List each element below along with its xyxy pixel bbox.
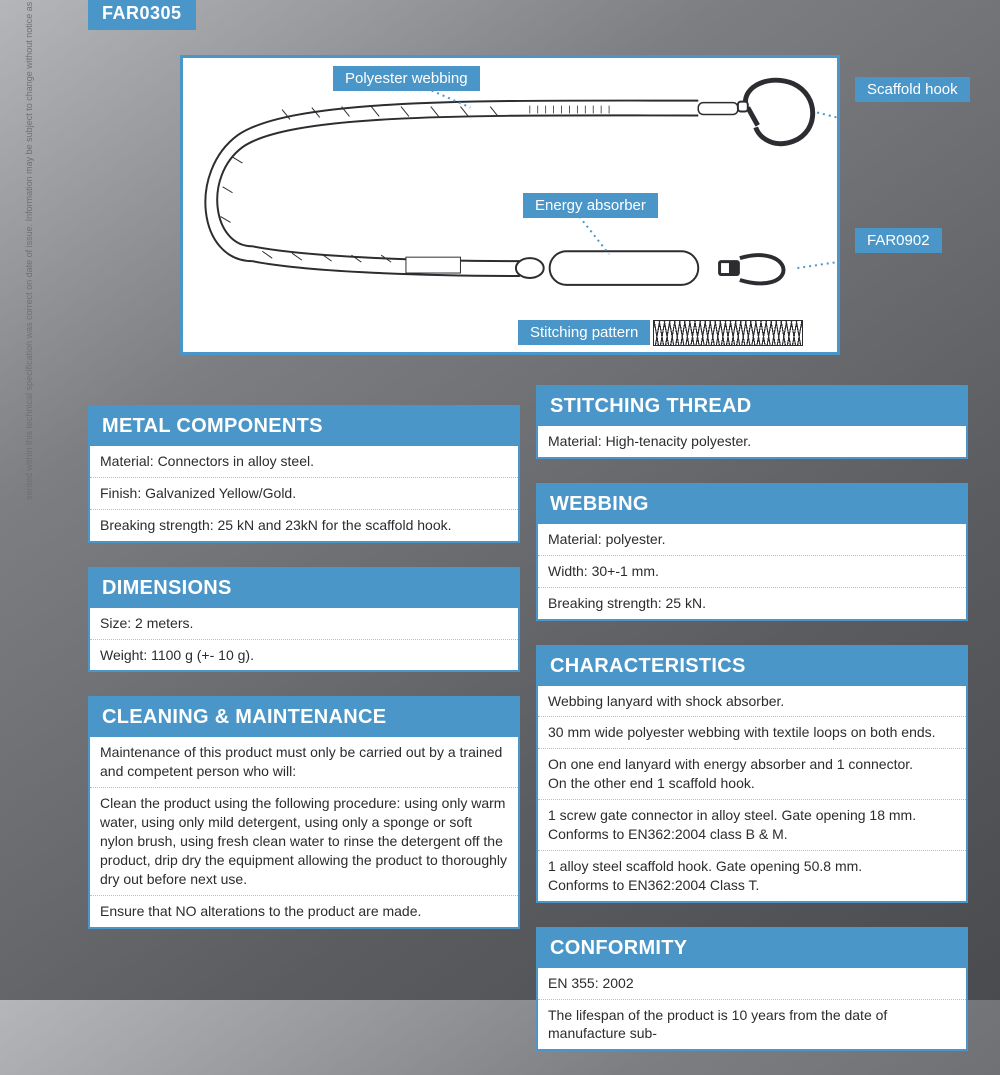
spec-row: Finish: Galvanized Yellow/Gold. bbox=[90, 477, 518, 509]
section-heading: CHARACTERISTICS bbox=[538, 647, 966, 686]
lanyard-drawing bbox=[183, 58, 837, 355]
spec-row: Maintenance of this product must only be… bbox=[90, 737, 518, 787]
spec-row: Weight: 1100 g (+- 10 g). bbox=[90, 639, 518, 671]
section-heading: STITCHING THREAD bbox=[538, 387, 966, 426]
spec-row: EN 355: 2002 bbox=[538, 968, 966, 999]
spec-row: Breaking strength: 25 kN and 23kN for th… bbox=[90, 509, 518, 541]
section-heading: WEBBING bbox=[538, 485, 966, 524]
spec-section: CHARACTERISTICSWebbing lanyard with shoc… bbox=[536, 645, 968, 903]
spec-row: 1 alloy steel scaffold hook. Gate openin… bbox=[538, 850, 966, 901]
spec-row: 1 screw gate connector in alloy steel. G… bbox=[538, 799, 966, 850]
section-heading: CONFORMITY bbox=[538, 929, 966, 968]
spec-row: Width: 30+-1 mm. bbox=[538, 555, 966, 587]
spec-section: DIMENSIONSSize: 2 meters.Weight: 1100 g … bbox=[88, 567, 520, 673]
spec-row: Size: 2 meters. bbox=[90, 608, 518, 639]
spec-row: Material: Connectors in alloy steel. bbox=[90, 446, 518, 477]
section-body: Size: 2 meters.Weight: 1100 g (+- 10 g). bbox=[90, 608, 518, 671]
right-column: STITCHING THREADMaterial: High-tenacity … bbox=[536, 385, 968, 1075]
spec-section: CLEANING & MAINTENANCEMaintenance of thi… bbox=[88, 696, 520, 928]
spec-section: METAL COMPONENTSMaterial: Connectors in … bbox=[88, 405, 520, 543]
section-body: Material: High-tenacity polyester. bbox=[538, 426, 966, 457]
spec-row: Material: High-tenacity polyester. bbox=[538, 426, 966, 457]
callout-stitching: Stitching pattern bbox=[518, 320, 650, 345]
section-body: Maintenance of this product must only be… bbox=[90, 737, 518, 926]
section-body: Material: polyester.Width: 30+-1 mm.Brea… bbox=[538, 524, 966, 619]
spec-row: Webbing lanyard with shock absorber. bbox=[538, 686, 966, 717]
spec-section: CONFORMITYEN 355: 2002The lifespan of th… bbox=[536, 927, 968, 1052]
section-heading: METAL COMPONENTS bbox=[90, 407, 518, 446]
spec-row: 30 mm wide polyester webbing with textil… bbox=[538, 716, 966, 748]
spec-row: On one end lanyard with energy absorber … bbox=[538, 748, 966, 799]
section-heading: DIMENSIONS bbox=[90, 569, 518, 608]
spec-row: Ensure that NO alterations to the produc… bbox=[90, 895, 518, 927]
callout-webbing: Polyester webbing bbox=[333, 66, 480, 91]
disclaimer-sidetext: sented within this technical specificati… bbox=[24, 0, 34, 500]
spec-section: STITCHING THREADMaterial: High-tenacity … bbox=[536, 385, 968, 459]
left-column: METAL COMPONENTSMaterial: Connectors in … bbox=[88, 405, 520, 953]
sku-badge: FAR0305 bbox=[88, 0, 196, 30]
section-body: EN 355: 2002The lifespan of the product … bbox=[538, 968, 966, 1050]
callout-absorber: Energy absorber bbox=[523, 193, 658, 218]
stitching-pattern-swatch bbox=[653, 320, 803, 346]
section-body: Webbing lanyard with shock absorber.30 m… bbox=[538, 686, 966, 901]
section-body: Material: Connectors in alloy steel.Fini… bbox=[90, 446, 518, 541]
callout-connector: FAR0902 bbox=[855, 228, 942, 253]
spec-row: Clean the product using the following pr… bbox=[90, 787, 518, 894]
spec-section: WEBBINGMaterial: polyester.Width: 30+-1 … bbox=[536, 483, 968, 621]
section-heading: CLEANING & MAINTENANCE bbox=[90, 698, 518, 737]
spec-row: Material: polyester. bbox=[538, 524, 966, 555]
spec-row: Breaking strength: 25 kN. bbox=[538, 587, 966, 619]
callout-scaffold-hook: Scaffold hook bbox=[855, 77, 970, 102]
product-diagram: Polyester webbing Energy absorber Stitch… bbox=[180, 55, 840, 355]
spec-row: The lifespan of the product is 10 years … bbox=[538, 999, 966, 1050]
